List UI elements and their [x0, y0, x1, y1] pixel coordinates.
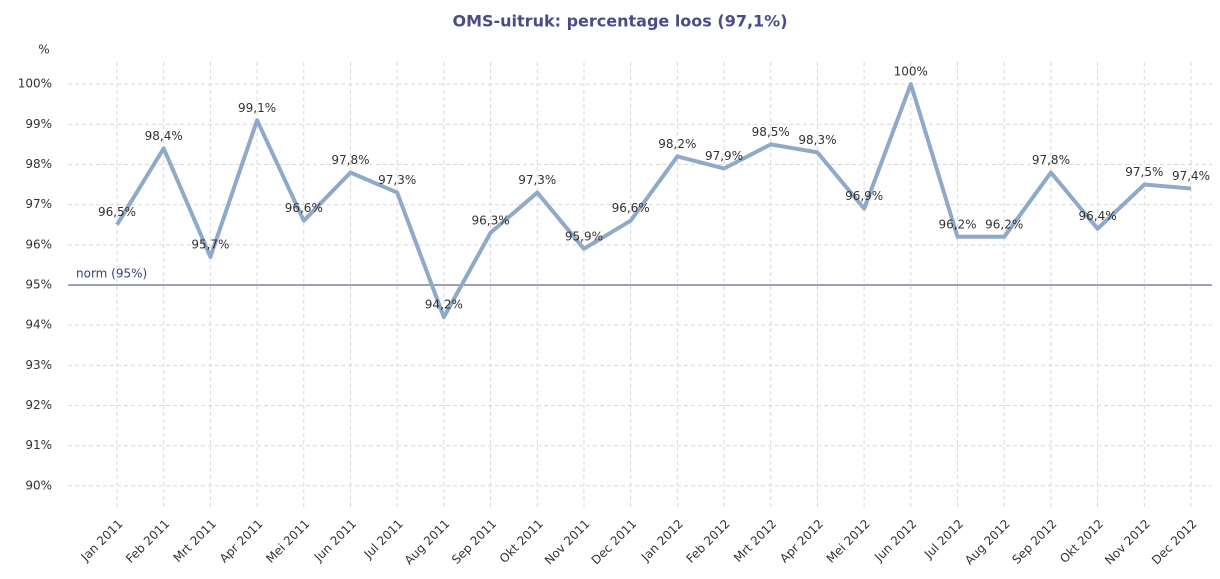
x-tick-label: Sep 2011	[449, 517, 499, 567]
y-tick-label: 91%	[25, 438, 52, 452]
y-axis-label: %	[38, 43, 49, 57]
data-label: 100%	[894, 65, 928, 79]
data-label: 97,3%	[378, 173, 416, 187]
x-tick-label: Dec 2012	[1149, 517, 1200, 568]
data-label: 97,8%	[331, 153, 369, 167]
chart-title: OMS-uitruk: percentage loos (97,1%)	[452, 12, 787, 31]
x-tick-label: Jun 2012	[871, 517, 919, 565]
data-label: 96,6%	[285, 201, 323, 215]
data-label: 98,4%	[145, 129, 183, 143]
data-label: 98,3%	[798, 133, 836, 147]
data-label: 96,2%	[938, 217, 976, 231]
x-tick-label: Jun 2011	[311, 517, 359, 565]
data-label: 95,7%	[191, 237, 229, 251]
data-label: 97,3%	[518, 173, 556, 187]
data-line	[115, 82, 1192, 320]
data-label: 95,9%	[565, 229, 603, 243]
y-tick-label: 99%	[25, 117, 52, 131]
data-label: 98,2%	[658, 137, 696, 151]
x-tick-label: Okt 2011	[497, 517, 546, 566]
x-tick-label: Feb 2011	[123, 517, 172, 566]
data-label: 98,5%	[752, 125, 790, 139]
y-tick-label: 94%	[25, 318, 52, 332]
data-label: 96,2%	[985, 217, 1023, 231]
y-tick-label: 90%	[25, 478, 52, 492]
x-tick-label: Jul 2011	[361, 517, 406, 562]
x-tick-label: Nov 2011	[542, 517, 593, 568]
y-tick-label: 93%	[25, 358, 52, 372]
x-tick-label: Dec 2011	[589, 517, 640, 568]
x-tick-label: Mei 2011	[263, 517, 312, 566]
data-label: 97,9%	[705, 149, 743, 163]
data-label: 96,3%	[472, 213, 510, 227]
x-tick-label: Aug 2011	[402, 517, 453, 568]
data-label: 96,9%	[845, 189, 883, 203]
data-label: 97,4%	[1172, 169, 1210, 183]
y-tick-label: 98%	[25, 157, 52, 171]
x-tick-label: Apr 2012	[777, 517, 826, 566]
data-label: 97,5%	[1125, 165, 1163, 179]
x-tick-label: Jul 2012	[921, 517, 966, 562]
y-tick-label: 92%	[25, 398, 52, 412]
data-label: 96,5%	[98, 205, 136, 219]
reference-label: norm (95%)	[76, 266, 147, 280]
x-tick-label: Aug 2012	[962, 517, 1013, 568]
x-tick-label: Jan 2012	[638, 517, 686, 565]
data-label: 97,8%	[1032, 153, 1070, 167]
data-label: 96,4%	[1079, 209, 1117, 223]
x-tick-label: Okt 2012	[1057, 517, 1106, 566]
y-tick-label: 100%	[18, 77, 52, 91]
x-tick-label: Nov 2012	[1102, 517, 1153, 568]
y-tick-label: 95%	[25, 277, 52, 291]
x-tick-label: Feb 2012	[683, 517, 732, 566]
x-tick-label: Mrt 2012	[731, 517, 779, 565]
y-tick-label: 96%	[25, 237, 52, 251]
x-tick-label: Jan 2011	[78, 517, 126, 565]
x-tick-label: Mei 2012	[824, 517, 873, 566]
data-label: 99,1%	[238, 101, 276, 115]
x-tick-label: Mrt 2011	[171, 517, 219, 565]
data-label: 94,2%	[425, 298, 463, 312]
data-label: 96,6%	[612, 201, 650, 215]
x-tick-label: Sep 2012	[1009, 517, 1059, 567]
x-tick-label: Apr 2011	[217, 517, 266, 566]
y-tick-label: 97%	[25, 197, 52, 211]
